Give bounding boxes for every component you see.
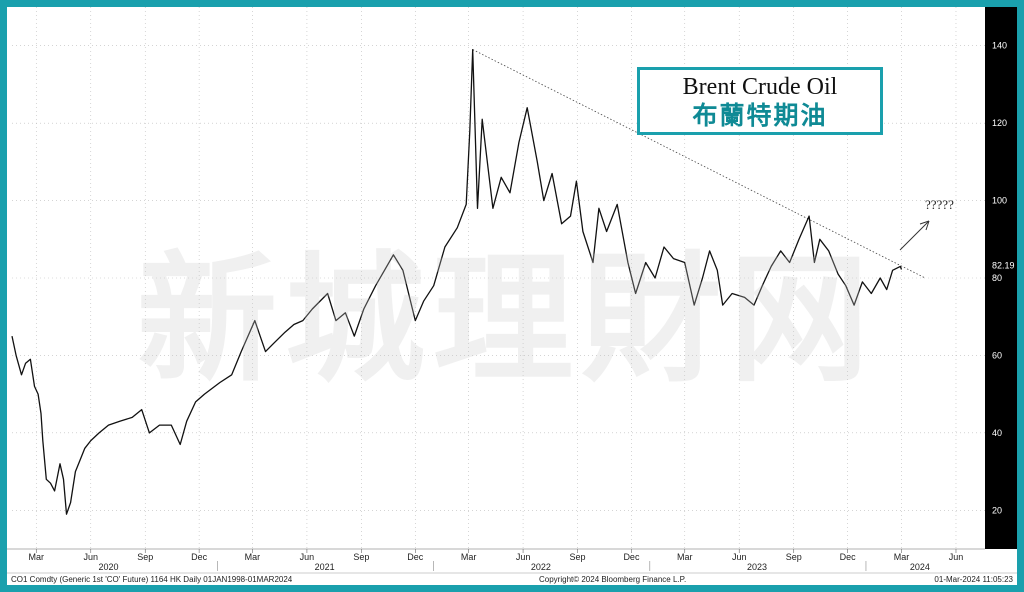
- month-tick-label: Mar: [29, 552, 45, 562]
- year-tick-label: 2022: [531, 562, 551, 572]
- year-tick-label: 2024: [910, 562, 930, 572]
- y-tick-label: 60: [992, 350, 1002, 360]
- month-tick-label: Dec: [191, 552, 208, 562]
- month-tick-label: Jun: [949, 552, 964, 562]
- month-tick-label: Sep: [353, 552, 369, 562]
- month-tick-label: Dec: [623, 552, 640, 562]
- year-tick-label: 2023: [747, 562, 767, 572]
- chart-title-chinese: 布蘭特期油: [692, 101, 828, 130]
- month-tick-label: Dec: [407, 552, 424, 562]
- y-tick-label: 140: [992, 41, 1007, 51]
- footer-source: CO1 Comdty (Generic 1st 'CO' Future) 116…: [11, 575, 293, 584]
- y-tick-label: 40: [992, 428, 1002, 438]
- price-chart: Mar Jun Sep Dec Mar Jun Sep Dec Mar Jun Sep Dec Mar J…: [7, 7, 1017, 584]
- month-tick-label: Mar: [894, 552, 910, 562]
- month-tick-label: Jun: [732, 552, 747, 562]
- month-tick-label: Mar: [461, 552, 477, 562]
- trendline: [472, 49, 926, 279]
- y-axis: 20 40 60 80 100 120 140: [992, 41, 1007, 516]
- x-axis-months: Mar Jun Sep Dec Mar Jun Sep Dec Mar Jun Sep Dec Mar J…: [7, 548, 985, 562]
- month-tick-label: Dec: [840, 552, 857, 562]
- month-tick-label: Jun: [84, 552, 99, 562]
- year-tick-label: 2020: [99, 562, 119, 572]
- year-tick-label: 2021: [315, 562, 335, 572]
- y-tick-label: 100: [992, 196, 1007, 206]
- month-tick-label: Jun: [516, 552, 531, 562]
- month-tick-label: Mar: [677, 552, 693, 562]
- right-axis-panel: [985, 7, 1017, 549]
- month-tick-label: Sep: [786, 552, 802, 562]
- y-tick-label: 20: [992, 505, 1002, 515]
- x-axis-years: 2020 2021 2022 2023 2024: [99, 561, 930, 572]
- footer-timestamp: 01-Mar-2024 11:05:23: [934, 575, 1013, 584]
- y-tick-label: 120: [992, 118, 1007, 128]
- month-tick-label: Sep: [570, 552, 586, 562]
- month-tick-label: Jun: [300, 552, 315, 562]
- price-series-line: [11, 48, 903, 515]
- chart-title-box: Brent Crude Oil 布蘭特期油: [637, 67, 883, 135]
- last-value-label: 82.19: [992, 261, 1015, 271]
- forecast-annotation: ?????: [925, 197, 954, 212]
- forecast-arrow: [899, 220, 930, 251]
- chart-title-english: Brent Crude Oil: [682, 74, 838, 100]
- month-tick-label: Sep: [137, 552, 153, 562]
- chart-frame: Mar Jun Sep Dec Mar Jun Sep Dec Mar Jun Sep Dec Mar J…: [7, 7, 1017, 585]
- y-tick-label: 80: [992, 273, 1002, 283]
- month-tick-label: Mar: [245, 552, 261, 562]
- footer-copyright: Copyright© 2024 Bloomberg Finance L.P.: [539, 575, 686, 584]
